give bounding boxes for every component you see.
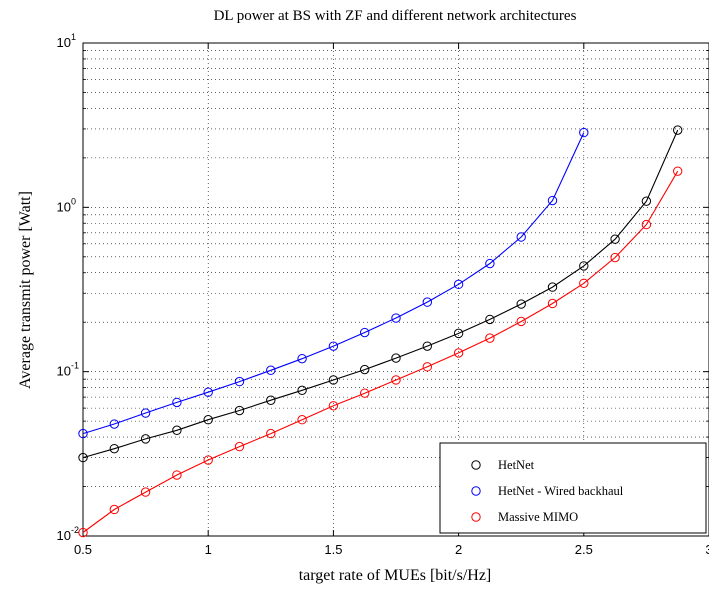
y-tick-exponent: -1 xyxy=(71,361,79,371)
data-point xyxy=(453,279,464,290)
data-point xyxy=(109,504,120,515)
legend-marker xyxy=(471,512,481,522)
data-point xyxy=(610,234,620,244)
data-point xyxy=(140,408,151,418)
series-hetnet xyxy=(78,125,683,463)
data-point xyxy=(203,415,213,425)
data-point xyxy=(391,375,401,385)
chart-title: DL power at BS with ZF and different net… xyxy=(214,8,577,24)
series-line xyxy=(82,129,679,459)
data-point xyxy=(610,252,620,263)
data-point xyxy=(328,401,339,411)
data-point xyxy=(140,434,151,444)
data-point xyxy=(485,314,495,325)
data-point xyxy=(203,455,213,465)
data-point xyxy=(109,419,120,429)
y-tick-exponent: -2 xyxy=(71,525,79,535)
legend-marker xyxy=(471,486,481,496)
data-point xyxy=(328,341,339,351)
x-tick-label: 0.5 xyxy=(74,542,92,557)
legend-box xyxy=(439,442,707,534)
data-point xyxy=(547,282,558,292)
legend-label: HetNet xyxy=(498,458,535,472)
x-tick-label: 3 xyxy=(705,542,709,557)
x-tick-label: 1 xyxy=(205,542,212,557)
data-point xyxy=(453,348,464,358)
x-axis-label: target rate of MUEs [bit/s/Hz] xyxy=(299,567,492,584)
x-tick-label: 2 xyxy=(455,542,462,557)
data-point xyxy=(172,425,182,435)
series-hetnet-wired-backhaul xyxy=(78,127,589,439)
data-point xyxy=(579,261,589,271)
x-tick-label: 1.5 xyxy=(324,542,342,557)
series-line xyxy=(82,132,585,435)
x-axis: 0.5 1 1.5 2 2.5 3 xyxy=(74,43,709,557)
legend-label: Massive MIMO xyxy=(498,510,578,524)
data-point xyxy=(422,297,432,307)
data-point xyxy=(266,395,276,405)
data-point xyxy=(172,397,182,408)
data-point xyxy=(360,327,370,338)
data-point xyxy=(328,375,339,385)
data-point xyxy=(78,527,88,538)
y-tick-label: 10 xyxy=(57,528,71,543)
y-tick-label: 10 xyxy=(57,35,71,50)
data-point xyxy=(547,298,558,309)
data-point xyxy=(579,278,589,288)
data-point xyxy=(140,487,151,497)
data-point xyxy=(516,316,526,327)
y-tick-exponent: 1 xyxy=(71,32,76,42)
data-point xyxy=(485,333,495,343)
data-point xyxy=(297,415,307,425)
series-line xyxy=(82,170,679,533)
data-point xyxy=(234,376,245,387)
data-point xyxy=(641,219,652,230)
data-point xyxy=(234,405,245,416)
plot-area-frame xyxy=(82,42,709,537)
series-massive-mimo xyxy=(78,166,683,538)
data-point xyxy=(485,258,495,269)
y-axis-label: Average transmit power [Watt] xyxy=(17,191,34,389)
data-point xyxy=(391,353,401,363)
data-point xyxy=(297,385,307,396)
data-point xyxy=(109,443,120,454)
y-tick-label: 10 xyxy=(57,199,71,214)
y-tick-exponent: 0 xyxy=(71,196,76,206)
data-point xyxy=(297,353,307,364)
data-point xyxy=(360,388,370,398)
data-point xyxy=(422,362,432,372)
data-point xyxy=(172,470,182,480)
data-point xyxy=(78,452,88,463)
data-point xyxy=(78,428,88,439)
grid xyxy=(83,43,709,536)
data-point xyxy=(391,313,401,323)
data-point xyxy=(673,166,683,176)
legend-label: HetNet - Wired backhaul xyxy=(498,484,624,498)
data-point xyxy=(234,441,245,452)
legend-marker xyxy=(471,460,481,470)
data-point xyxy=(516,299,526,309)
data-point xyxy=(360,364,370,375)
data-point xyxy=(579,127,589,138)
data-point xyxy=(453,328,464,339)
x-tick-label: 2.5 xyxy=(575,542,593,557)
data-point xyxy=(203,387,213,397)
data-point xyxy=(516,232,526,242)
data-point xyxy=(673,125,683,135)
data-point xyxy=(547,195,558,206)
data-point xyxy=(266,365,276,375)
data-point xyxy=(266,428,276,439)
legend: HetNet HetNet - Wired backhaul Massive MIM… xyxy=(439,442,707,534)
series-layer xyxy=(78,125,683,538)
y-tick-label: 10 xyxy=(57,364,71,379)
data-point xyxy=(641,196,652,206)
data-point xyxy=(422,341,432,351)
